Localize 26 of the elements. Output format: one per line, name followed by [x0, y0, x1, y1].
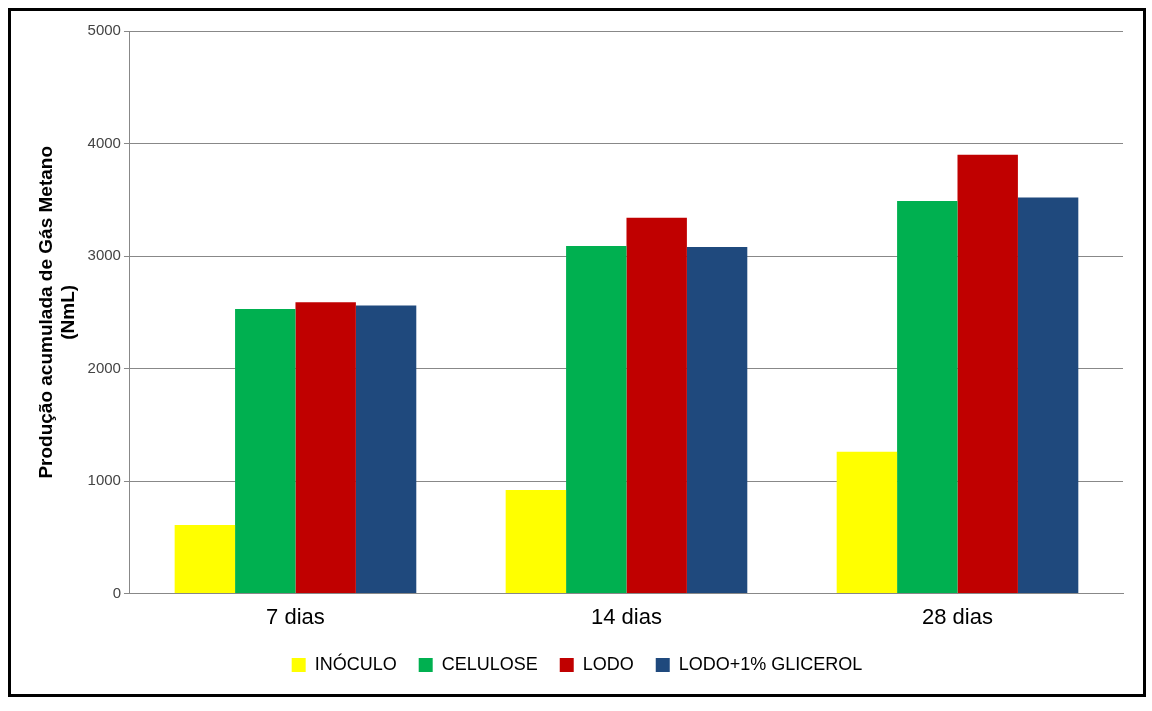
x-tick-label: 28 dias	[922, 603, 993, 629]
bar	[686, 247, 748, 594]
y-tick-label: 0	[112, 583, 121, 601]
bar	[897, 200, 958, 594]
y-axis-title: Produção acumulada de Gás Metano (NmL)	[34, 146, 79, 479]
bar	[174, 524, 236, 594]
legend-label: INÓCULO	[314, 652, 397, 674]
bar	[836, 451, 898, 594]
y-tick-label: 5000	[87, 21, 121, 39]
x-tick-label: 7 dias	[266, 603, 325, 629]
legend-label: LODO+1% GLICEROL	[678, 653, 863, 674]
bar	[1017, 197, 1079, 594]
bar	[626, 217, 687, 594]
bar	[235, 308, 296, 594]
y-tick-label: 3000	[87, 246, 121, 264]
bar	[957, 154, 1018, 594]
y-tick-label: 1000	[87, 471, 121, 489]
bar	[295, 302, 356, 594]
x-tick-label: 14 dias	[591, 603, 662, 629]
legend-label: LODO	[582, 653, 634, 674]
legend-label: CELULOSE	[441, 653, 538, 674]
bar	[355, 305, 417, 594]
bar	[566, 245, 627, 594]
y-tick-label: 2000	[87, 358, 121, 376]
y-tick-label: 4000	[87, 133, 121, 151]
bar	[505, 490, 567, 594]
